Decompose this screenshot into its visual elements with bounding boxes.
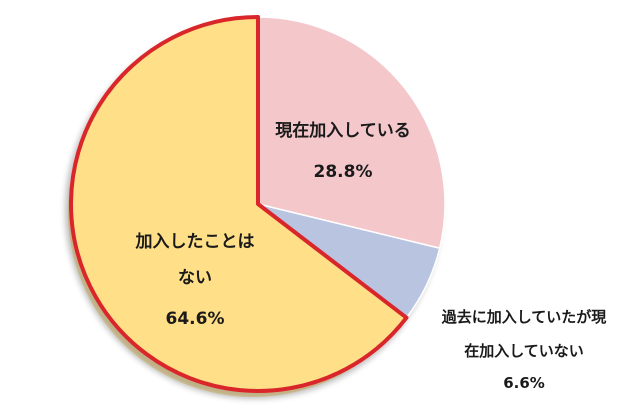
slice-value-current: 28.8% <box>314 162 373 182</box>
slice-label-never-line2: ない <box>178 268 212 288</box>
slice-value-never: 64.6% <box>166 309 225 329</box>
pie-slice-current <box>257 16 446 250</box>
slice-label-never-line1: 加入したことは <box>135 232 255 252</box>
slice-label-past-line2: 在加入していない <box>464 342 584 360</box>
slice-label-current: 現在加入している <box>275 120 411 141</box>
pie-slice-highlight-outline <box>69 15 409 393</box>
slice-value-past: 6.6% <box>503 374 545 392</box>
slice-label-past-line1: 過去に加入していたが現 <box>441 308 607 326</box>
